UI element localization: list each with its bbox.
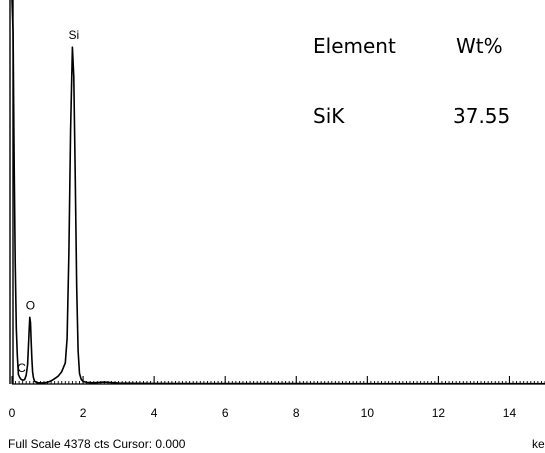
x-tick-label: 8 xyxy=(293,406,300,420)
x-tick-label: 0 xyxy=(9,406,16,420)
x-tick-label: 4 xyxy=(151,406,158,420)
x-tick-label: 6 xyxy=(222,406,229,420)
spectrum-series-line xyxy=(11,0,545,385)
peak-label-si: Si xyxy=(68,28,79,42)
table-row-element: SiK xyxy=(313,104,345,128)
x-axis-unit-label: ke xyxy=(532,437,545,451)
table-row-wt: 37.55 xyxy=(453,104,510,128)
x-tick-label: 14 xyxy=(503,406,517,420)
table-header-element: Element xyxy=(313,34,396,58)
x-tick-labels: 0 2 4 6 8 10 12 14 xyxy=(9,406,517,420)
scale-cursor-status: Full Scale 4378 cts Cursor: 0.000 xyxy=(8,437,186,451)
peak-label-c: C xyxy=(17,361,26,375)
table-header-wt: Wt% xyxy=(456,34,503,58)
peak-label-o: O xyxy=(26,298,35,312)
x-tick-label: 12 xyxy=(432,406,446,420)
peak-labels: Si O C xyxy=(17,28,79,375)
x-tick-label: 10 xyxy=(361,406,375,420)
x-tick-label: 2 xyxy=(80,406,87,420)
